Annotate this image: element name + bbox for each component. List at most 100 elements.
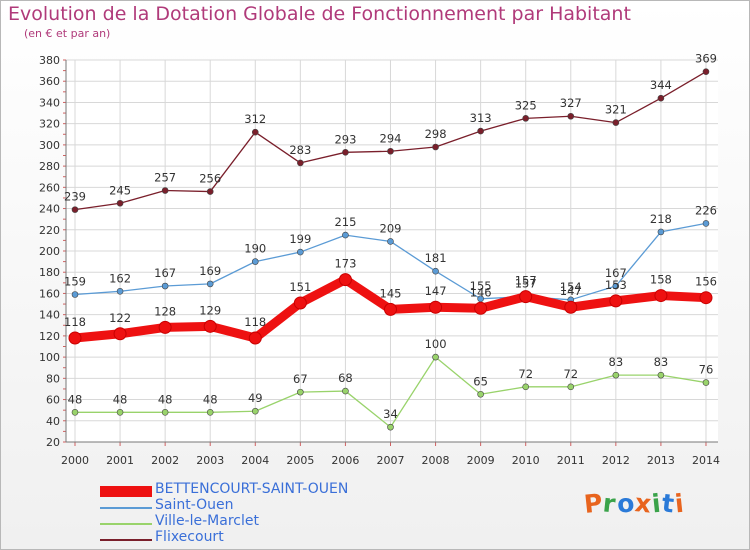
x-tick-label-10: 2010 — [512, 454, 540, 467]
x-tick-label-9: 2009 — [467, 454, 495, 467]
x-tick-label-1: 2001 — [106, 454, 134, 467]
series-3-point-1 — [116, 199, 124, 207]
series-3-label-12: 321 — [605, 103, 627, 117]
series-2-label-9: 65 — [473, 374, 488, 388]
y-tick-label-16: 340 — [39, 96, 60, 109]
series-2-point-4 — [251, 407, 259, 415]
series-0-point-10 — [519, 290, 533, 304]
series-1-label-2: 167 — [154, 266, 176, 280]
y-tick-label-10: 220 — [39, 224, 60, 237]
series-1-point-3 — [206, 280, 214, 288]
series-3-point-5 — [297, 159, 304, 167]
x-tick-label-12: 2012 — [602, 454, 630, 467]
series-3-point-10 — [522, 115, 530, 122]
series-1-point-2 — [161, 282, 169, 290]
series-3-label-3: 256 — [199, 172, 221, 186]
series-1-point-7 — [387, 238, 394, 245]
series-2-point-14 — [702, 379, 710, 386]
series-1-label-6: 215 — [334, 215, 356, 229]
series-1-point-8 — [432, 267, 439, 275]
series-0-point-12 — [609, 294, 623, 308]
series-1-label-12: 167 — [605, 266, 627, 280]
series-2-label-5: 67 — [293, 372, 308, 386]
series-2-label-11: 72 — [563, 367, 578, 381]
series-0-label-14: 156 — [695, 275, 717, 289]
legend-label-3: Flixecourt — [155, 529, 224, 545]
series-0-point-11 — [564, 300, 578, 314]
series-3-point-7 — [387, 147, 394, 155]
series-3-label-0: 239 — [64, 190, 86, 204]
series-3-label-5: 283 — [289, 143, 311, 157]
series-0-point-2 — [158, 320, 172, 334]
series-0-label-10: 157 — [515, 274, 537, 288]
series-2-point-7 — [387, 423, 394, 431]
x-tick-label-6: 2006 — [331, 454, 359, 467]
x-tick-label-4: 2004 — [241, 454, 269, 467]
legend-swatch-1 — [100, 507, 152, 509]
series-2-label-12: 83 — [609, 355, 624, 369]
y-tick-label-15: 320 — [39, 118, 60, 131]
series-3-point-8 — [432, 143, 439, 151]
series-0-label-11: 147 — [560, 284, 582, 298]
series-0-label-7: 145 — [380, 286, 402, 300]
series-0-point-1 — [113, 327, 127, 341]
series-1-point-1 — [116, 288, 124, 295]
series-1-label-4: 190 — [244, 242, 266, 256]
x-tick-label-3: 2003 — [196, 454, 224, 467]
series-1-label-13: 218 — [650, 212, 672, 226]
series-2-point-12 — [612, 371, 620, 379]
series-0-label-5: 151 — [289, 280, 311, 294]
series-3-label-11: 327 — [560, 96, 582, 110]
series-2-point-0 — [71, 408, 79, 416]
series-0-label-12: 153 — [605, 278, 627, 292]
series-2-label-6: 68 — [338, 371, 353, 385]
series-3-label-13: 344 — [650, 78, 672, 92]
series-2-point-10 — [522, 383, 530, 391]
x-tick-label-11: 2011 — [557, 454, 585, 467]
chart-title: Evolution de la Dotation Globale de Fonc… — [8, 3, 631, 25]
series-3-point-12 — [612, 119, 620, 126]
series-1-label-0: 159 — [64, 275, 86, 289]
series-0-point-8 — [429, 300, 443, 314]
x-tick-label-13: 2013 — [647, 454, 675, 467]
series-3-label-9: 313 — [470, 111, 492, 125]
series-0-label-8: 147 — [425, 284, 447, 298]
series-3-label-10: 325 — [515, 98, 537, 112]
x-tick-label-2: 2002 — [151, 454, 179, 467]
line-chart: 20 40 60 80 100 120 140 160 180 200 220 240 260 280 30… — [39, 52, 720, 467]
legend-swatch-2 — [100, 523, 152, 525]
series-3-label-14: 369 — [695, 52, 717, 66]
y-tick-label-6: 140 — [39, 309, 60, 322]
series-3-label-8: 298 — [425, 127, 447, 141]
x-tick-label-0: 2000 — [61, 454, 89, 467]
series-1-label-14: 226 — [695, 203, 717, 217]
series-1-point-5 — [297, 248, 304, 256]
series-0-label-6: 173 — [334, 257, 356, 271]
series-2-label-0: 48 — [68, 392, 83, 406]
series-1-point-4 — [251, 258, 259, 265]
series-2-label-8: 100 — [425, 337, 447, 351]
series-0-label-2: 128 — [154, 304, 176, 318]
series-2-point-8 — [432, 353, 439, 361]
series-2-label-10: 72 — [518, 367, 533, 381]
series-1-label-1: 162 — [109, 271, 131, 285]
chart-subtitle: (en € et par an) — [24, 27, 111, 40]
y-tick-label-13: 280 — [39, 160, 60, 173]
series-2-point-3 — [206, 408, 214, 416]
series-1-point-13 — [657, 228, 665, 236]
y-tick-label-11: 240 — [39, 203, 60, 216]
y-tick-label-3: 80 — [46, 372, 60, 385]
proxiti-logo: Proxiti — [582, 488, 686, 519]
legend-label-0: BETTENCOURT-SAINT-OUEN — [155, 481, 349, 497]
series-2-label-7: 34 — [383, 407, 398, 421]
y-tick-label-0: 20 — [46, 436, 60, 449]
y-tick-label-7: 160 — [39, 287, 60, 300]
series-1-point-0 — [71, 291, 79, 298]
series-2-label-4: 49 — [248, 391, 263, 405]
series-1-label-8: 181 — [425, 251, 447, 265]
series-0-point-3 — [203, 319, 217, 333]
x-tick-label-14: 2014 — [692, 454, 720, 467]
series-1-label-10: 157 — [515, 277, 537, 291]
y-tick-label-5: 120 — [39, 330, 60, 343]
y-tick-label-17: 360 — [39, 75, 60, 88]
